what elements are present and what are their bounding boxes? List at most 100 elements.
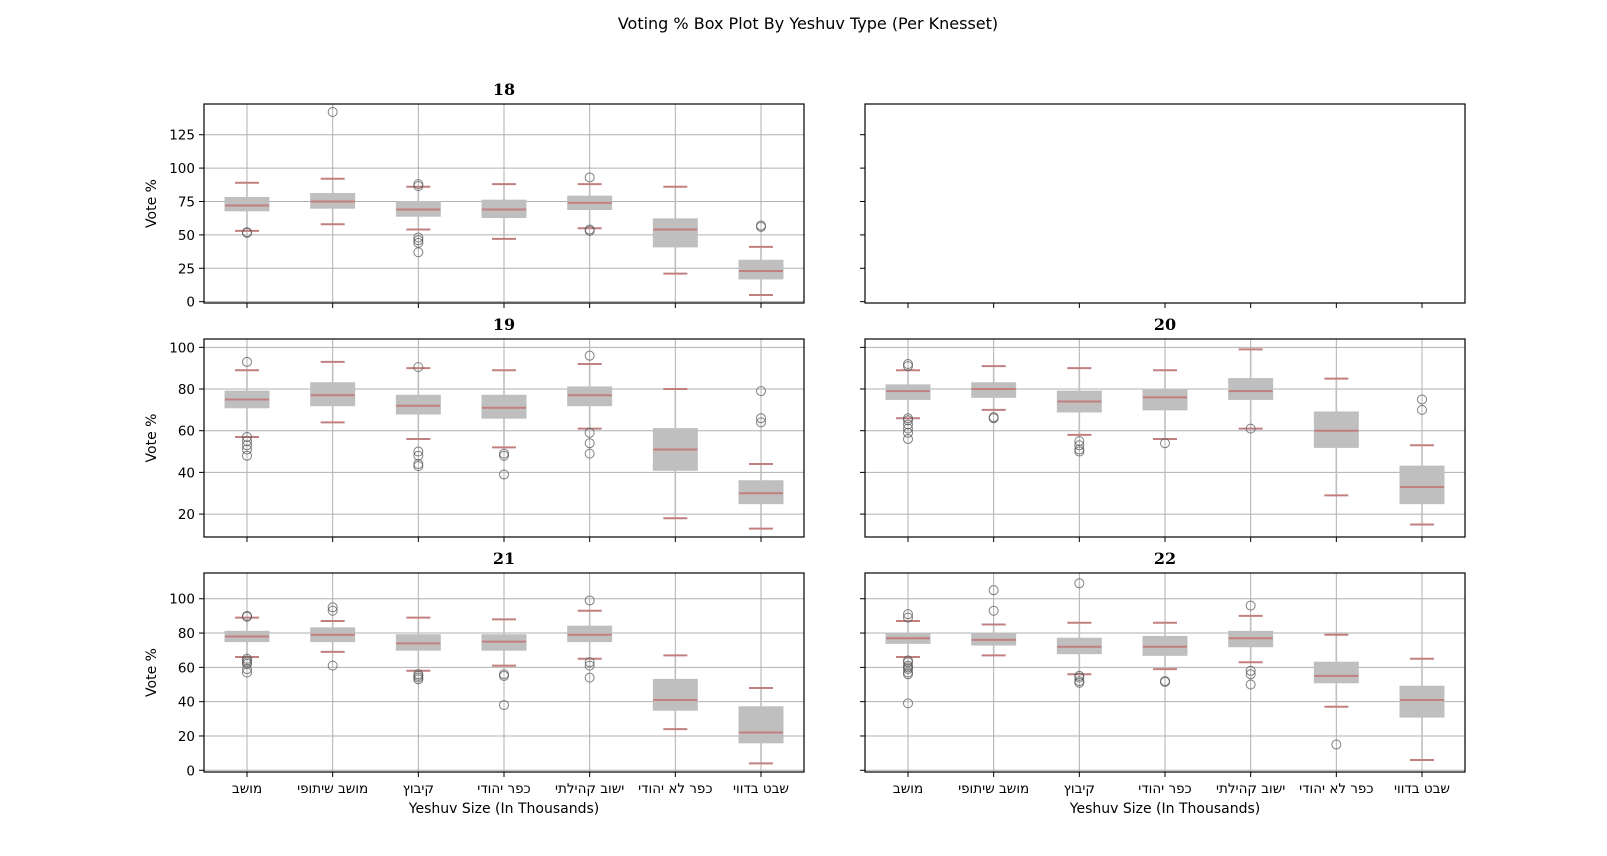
outlier-point — [1160, 676, 1170, 687]
iqr-box — [1313, 411, 1359, 448]
outlier-point — [584, 672, 595, 683]
box-4 — [1228, 348, 1274, 434]
box-1 — [971, 585, 1017, 657]
x-tick-label: מושב שיתופי — [958, 781, 1029, 797]
box-1 — [310, 360, 356, 424]
axes-frame — [864, 572, 1466, 773]
outlier-point — [242, 444, 252, 455]
box-3 — [1142, 621, 1188, 687]
outlier-point — [1245, 665, 1256, 676]
box-6 — [738, 220, 784, 296]
panel-title: 19 — [493, 315, 515, 334]
x-tick-label: שבט בדווי — [1394, 781, 1450, 797]
iqr-box — [1399, 685, 1445, 718]
outlier-point — [903, 609, 913, 620]
iqr-box — [224, 196, 270, 212]
iqr-box — [885, 384, 931, 400]
outlier-point — [903, 415, 913, 426]
outlier-point — [903, 423, 913, 434]
iqr-box — [971, 382, 1017, 398]
outlier-point — [903, 657, 913, 668]
y-tick-label: 80 — [178, 382, 195, 398]
outlier-point — [1074, 578, 1085, 589]
outlier-point — [499, 700, 509, 711]
outlier-point — [903, 434, 913, 445]
y-tick-label: 100 — [169, 161, 195, 177]
outlier-point — [903, 664, 913, 675]
outlier-point — [413, 232, 424, 243]
x-tick-label: מושב — [893, 781, 923, 797]
outlier-point — [1417, 404, 1427, 415]
outlier-point — [242, 356, 252, 367]
outlier-point — [584, 438, 595, 449]
iqr-box — [1142, 388, 1188, 411]
box-5 — [652, 388, 698, 520]
y-axis-label: Vote % — [144, 179, 160, 228]
box-4 — [567, 595, 613, 683]
outlier-point — [903, 427, 913, 438]
box-4 — [1228, 600, 1274, 690]
x-tick-label: קיבוץ — [403, 781, 434, 797]
box-0 — [224, 356, 270, 461]
axes-frame — [864, 103, 1466, 304]
x-axis-label: Yeshuv Size (In Thousands) — [408, 801, 599, 817]
y-tick-label: 40 — [178, 695, 195, 711]
outlier-point — [242, 450, 252, 461]
outlier-point — [413, 674, 424, 685]
box-2 — [395, 179, 441, 258]
outlier-point — [413, 247, 424, 258]
axes-frame — [203, 572, 805, 773]
iqr-box — [738, 706, 784, 744]
box-3 — [481, 183, 527, 240]
outlier-point — [584, 448, 595, 459]
outlier-point — [413, 181, 424, 192]
outlier-point — [584, 350, 595, 361]
outlier-point — [1245, 679, 1256, 690]
iqr-box — [652, 678, 698, 711]
panel-5: מושב מושב שיתופי קיבוץ כפר יהודי ישוב קהילתי… — [860, 549, 1466, 817]
iqr-box — [1228, 378, 1274, 400]
outlier-point — [1331, 739, 1342, 750]
box-2 — [395, 362, 441, 472]
outlier-point — [499, 450, 509, 461]
outlier-point — [756, 386, 766, 397]
outlier-point — [413, 450, 424, 461]
figure-title: Voting % Box Plot By Yeshuv Type (Per Kn… — [618, 14, 998, 33]
box-0 — [885, 609, 931, 709]
y-tick-label: 100 — [169, 340, 195, 356]
x-tick-label: כפר לא יהודי — [638, 781, 712, 797]
outlier-point — [584, 172, 595, 183]
x-tick-label: כפר לא יהודי — [1299, 781, 1373, 797]
outlier-point — [1417, 394, 1427, 405]
panel-2: 20 40 60 80 100 19 Vote % — [144, 315, 805, 542]
outlier-point — [413, 461, 424, 472]
outlier-point — [1245, 669, 1256, 680]
panel-0: 0 25 50 75 100 125 18 Vote % — [144, 80, 805, 311]
outlier-point — [988, 605, 999, 616]
outlier-point — [242, 667, 252, 678]
outlier-point — [413, 446, 424, 457]
x-tick-label: קיבוץ — [1064, 781, 1095, 797]
outlier-point — [327, 605, 338, 616]
axes-frame — [203, 103, 805, 304]
iqr-box — [567, 386, 613, 407]
panel-title: 20 — [1154, 315, 1176, 334]
outlier-point — [499, 469, 509, 480]
iqr-box — [481, 394, 527, 419]
box-2 — [395, 616, 441, 685]
outlier-point — [903, 698, 913, 709]
y-tick-label: 0 — [186, 295, 195, 311]
box-0 — [885, 359, 931, 445]
outlier-point — [756, 417, 766, 428]
panel-3: 20 — [860, 315, 1466, 542]
iqr-box — [738, 259, 784, 280]
x-tick-label: שבט בדווי — [733, 781, 789, 797]
iqr-box — [1313, 661, 1359, 684]
outlier-point — [903, 361, 913, 372]
box-6 — [1399, 394, 1445, 526]
y-tick-label: 25 — [178, 261, 195, 277]
box-0 — [224, 610, 270, 678]
box-1 — [310, 602, 356, 671]
outlier-point — [1074, 446, 1085, 457]
